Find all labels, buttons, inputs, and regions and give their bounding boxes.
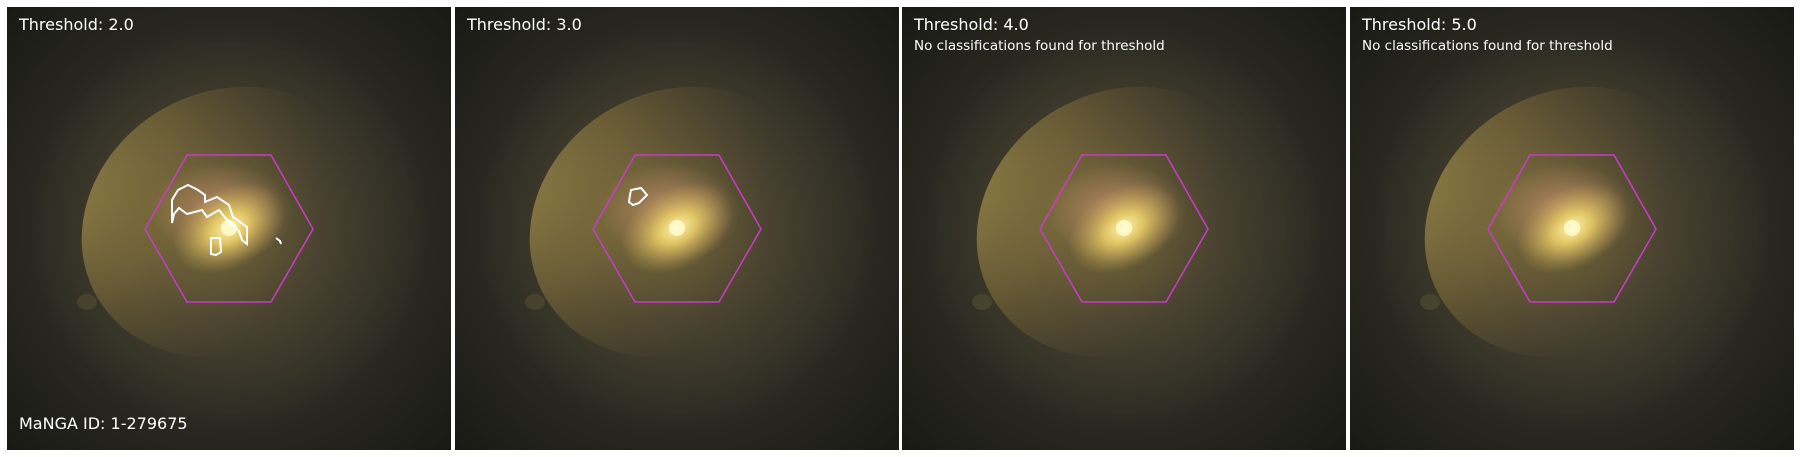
classification-contour [171,183,248,247]
panel-threshold-2: Threshold: 2.0 MaNGA ID: 1-279675 [7,7,451,450]
panel-threshold-5: Threshold: 5.0 No classifications found … [1350,7,1794,450]
panel-title: Threshold: 4.0 [914,15,1029,34]
galaxy-image [7,7,451,450]
classification-contour [210,237,223,257]
classification-contour [627,186,649,207]
galaxy-image [455,7,899,450]
fiber-hexagon [144,154,314,303]
no-classifications-note: No classifications found for threshold [1362,38,1613,54]
panel-threshold-4: Threshold: 4.0 No classifications found … [902,7,1346,450]
panel-threshold-3: Threshold: 3.0 [455,7,899,450]
no-classifications-note: No classifications found for threshold [914,38,1165,54]
fiber-hexagon [1039,154,1209,303]
panel-title: Threshold: 3.0 [467,15,582,34]
panel-title: Threshold: 5.0 [1362,15,1477,34]
panel-title: Threshold: 2.0 [19,15,134,34]
classification-contour [275,237,282,245]
galaxy-image [1350,7,1794,450]
manga-id-label: MaNGA ID: 1-279675 [19,414,188,433]
galaxy-image [902,7,1346,450]
fiber-hexagon [592,154,762,303]
fiber-hexagon [1487,154,1657,303]
